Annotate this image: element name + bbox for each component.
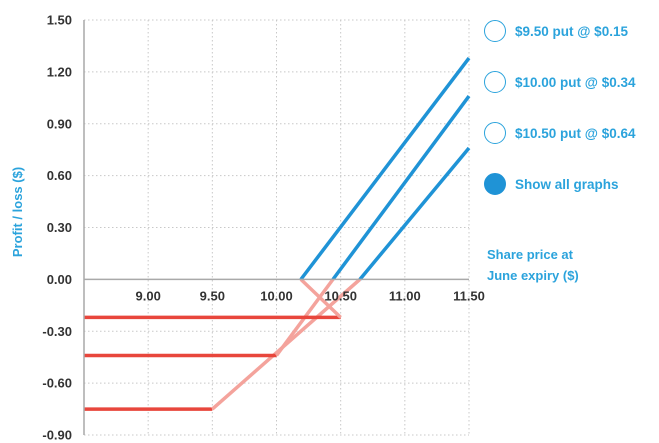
legend-label: $9.50 put @ $0.15 <box>515 23 628 39</box>
x-tick-label: 10.50 <box>324 288 357 303</box>
series-3-rising-loss <box>299 278 342 319</box>
series-1-profit <box>358 146 471 281</box>
x-tick-label: 10.00 <box>260 288 293 303</box>
grid-lines <box>84 19 470 436</box>
legend-label: $10.00 put @ $0.34 <box>515 74 636 90</box>
radio-icon[interactable] <box>484 71 506 93</box>
y-tick-label: 0.00 <box>47 272 72 287</box>
series-3-profit <box>299 56 471 281</box>
legend-item-950-put[interactable]: $9.50 put @ $0.15 <box>484 18 659 44</box>
y-tick-label: 1.20 <box>47 64 72 79</box>
x-tick-label: 11.00 <box>389 288 421 303</box>
radio-icon[interactable] <box>484 20 506 42</box>
payoff-lines <box>84 56 471 411</box>
y-tick-label: 0.60 <box>47 168 72 183</box>
y-tick-label: -0.90 <box>42 428 72 443</box>
y-tick-label: 0.90 <box>47 116 72 131</box>
y-tick-label: -0.30 <box>42 324 72 339</box>
y-tick-label: 0.30 <box>47 220 72 235</box>
legend-label: $10.50 put @ $0.64 <box>515 125 636 141</box>
x-tick-label: 9.00 <box>136 288 161 303</box>
x-axis-title-line2: June expiry ($) <box>487 268 579 283</box>
y-tick-label: -0.60 <box>42 376 72 391</box>
radio-selected-icon[interactable] <box>484 173 506 195</box>
radio-icon[interactable] <box>484 122 506 144</box>
legend-item-1050-put[interactable]: $10.50 put @ $0.64 <box>484 120 659 146</box>
legend-label: Show all graphs <box>515 176 619 192</box>
x-tick-label: 9.50 <box>200 288 225 303</box>
x-tick-label: 11.50 <box>453 288 485 303</box>
y-axis-title: Profit / loss ($) <box>10 167 25 257</box>
legend-item-1000-put[interactable]: $10.00 put @ $0.34 <box>484 69 659 95</box>
legend-item-show-all[interactable]: Show all graphs <box>484 171 659 197</box>
x-axis-title-line1: Share price at <box>487 247 574 262</box>
series-2-profit <box>331 95 471 281</box>
axes <box>83 20 469 435</box>
y-tick-label: 1.50 <box>47 13 72 28</box>
legend: $9.50 put @ $0.15 $10.00 put @ $0.34 $10… <box>484 18 659 197</box>
tick-labels: 1.50 1.20 0.90 0.60 0.30 0.00 -0.30 -0.60 -0.90 9… <box>42 13 485 443</box>
